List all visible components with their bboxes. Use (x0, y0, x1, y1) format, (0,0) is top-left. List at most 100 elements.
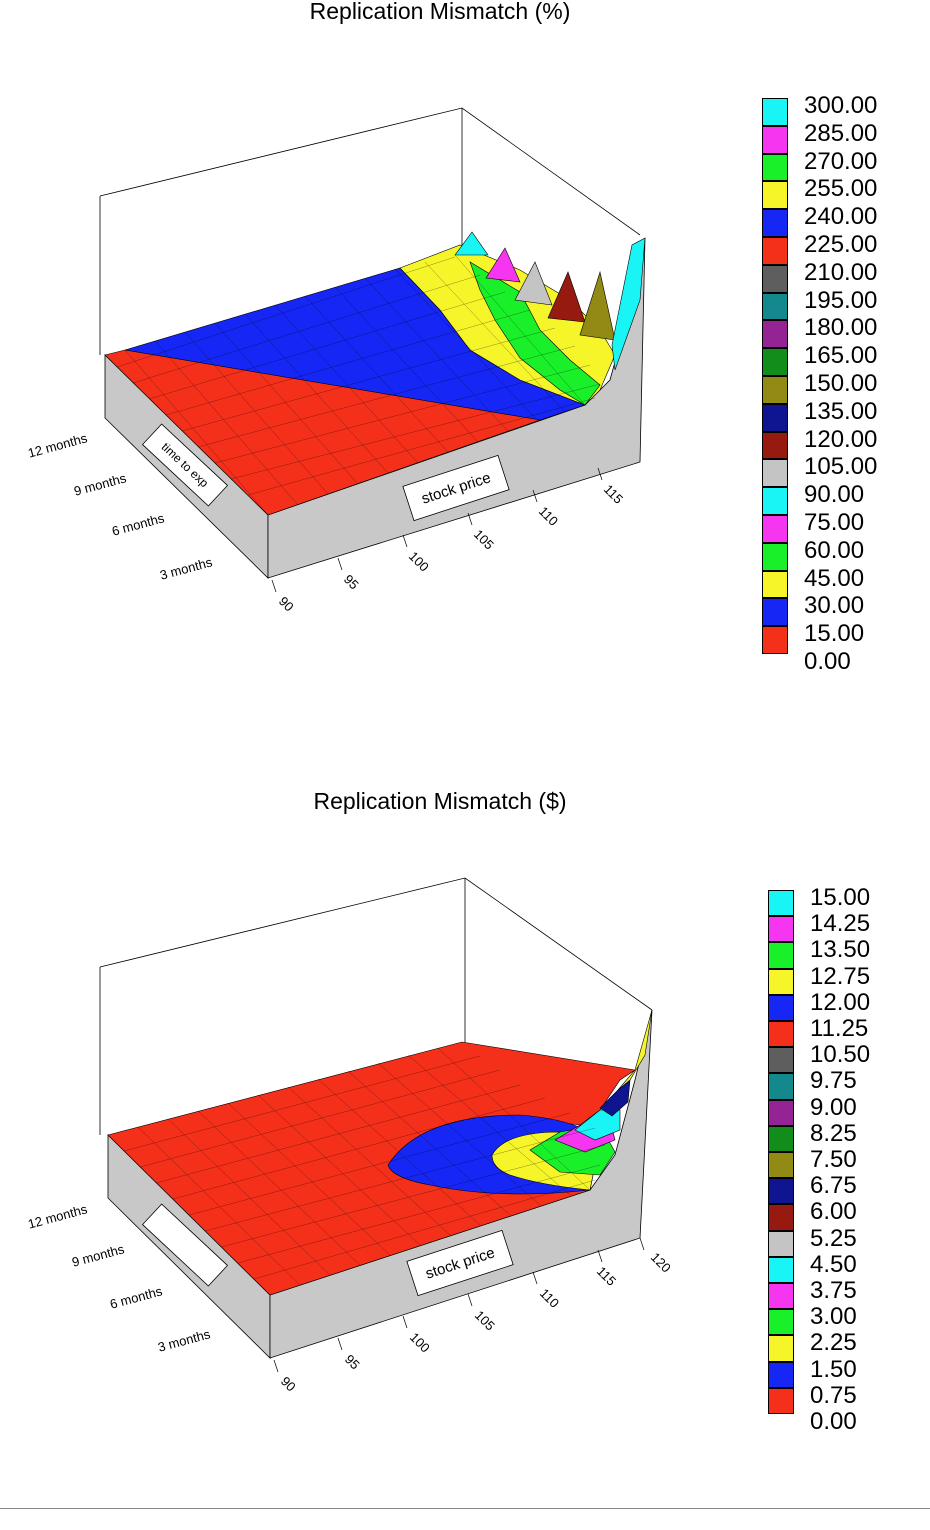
legend-swatch (762, 181, 788, 210)
legend-level-label: 12.75 (810, 962, 871, 990)
legend-swatch (768, 1125, 794, 1152)
back-wall-top-edge (99, 877, 653, 1011)
legend-level-label: 3.75 (810, 1277, 857, 1304)
legend-swatch (768, 1178, 794, 1205)
y-tick-label: 9 months (70, 1241, 126, 1269)
legend-swatch (762, 209, 788, 237)
legend-level-label: 240.00 (804, 203, 878, 231)
legend-swatch (768, 890, 794, 917)
legend-swatch (768, 1021, 794, 1048)
surface-plot-area: time to exp stock price 90 95 100 105 11… (26, 107, 646, 615)
legend-level-label: 30.00 (804, 592, 865, 620)
legend-level-label: 11.25 (810, 1015, 869, 1042)
legend-level-label: 4.50 (810, 1250, 857, 1278)
legend-swatch (762, 431, 788, 460)
legend-swatch (762, 125, 788, 154)
chart-replication-mismatch-dollar: Replication Mismatch ($) (0, 780, 930, 1500)
legend-level-label: 7.50 (810, 1146, 857, 1173)
y-tick-label: 12 months (26, 430, 89, 460)
legend-level-label: 105.00 (804, 453, 878, 481)
y-tick-label: 9 months (72, 470, 128, 498)
legend-swatch (762, 626, 788, 654)
x-tick-label: 105 (472, 1308, 498, 1334)
back-wall-top-edge (99, 107, 641, 236)
x-tick-label: 100 (406, 549, 432, 575)
legend-swatch (762, 264, 788, 293)
legend-swatch (768, 1335, 794, 1362)
x-axis-ticks (273, 1237, 645, 1373)
legend-level-label: 270.00 (804, 147, 878, 175)
legend-swatch (768, 916, 794, 943)
legend-swatch (762, 348, 788, 376)
x-tick-label: 90 (278, 1374, 299, 1395)
x-axis-ticks (271, 467, 603, 593)
legend-level-label: 9.75 (810, 1067, 857, 1095)
legend-level-label: 9.00 (810, 1093, 857, 1121)
legend-level-label: 0.00 (810, 1408, 857, 1435)
x-tick-label: 95 (341, 572, 362, 593)
legend-swatch (762, 237, 788, 265)
legend-swatch (768, 1361, 794, 1388)
legend-level-label: 8.25 (810, 1119, 857, 1147)
y-axis-label-box (141, 1203, 229, 1287)
x-tick-label: 120 (648, 1250, 674, 1276)
legend-level-label: 135.00 (804, 397, 878, 425)
surface-peak-5 (579, 270, 616, 341)
x-tick-label: 95 (342, 1352, 363, 1373)
x-tick-label: 115 (601, 482, 626, 507)
legend-level-label: 225.00 (804, 231, 878, 258)
y-tick-label: 6 months (108, 1283, 164, 1311)
legend-level-label: 0.00 (804, 648, 851, 675)
legend-level-label: 210.00 (804, 258, 878, 286)
chart-title: Replication Mismatch (%) (309, 0, 571, 24)
legend-level-label: 2.25 (810, 1329, 857, 1357)
legend-level-label: 13.50 (810, 936, 871, 964)
legend-swatch (762, 542, 788, 571)
legend-level-label: 120.00 (804, 425, 878, 453)
legend-swatch (768, 942, 794, 969)
legend-swatch (762, 459, 788, 488)
legend-level-label: 90.00 (804, 481, 865, 509)
legend-level-label: 150.00 (804, 370, 878, 397)
legend-swatch (762, 292, 788, 321)
legend-level-label: 180.00 (804, 314, 878, 342)
legend-swatch (762, 570, 788, 599)
legend-swatch (768, 1204, 794, 1231)
x-tick-label: 100 (407, 1330, 433, 1356)
legend-swatch (768, 994, 794, 1021)
y-tick-label: 3 months (158, 554, 214, 582)
chart-replication-mismatch-percent: Replication Mismatch (%) (0, 0, 930, 760)
x-tick-label: 110 (536, 504, 561, 529)
legend-level-label: 12.00 (810, 988, 871, 1016)
legend-swatch (768, 968, 794, 995)
surface-peak-2 (485, 247, 521, 283)
legend-level-label: 300.00 (804, 92, 878, 119)
x-tick-label: 90 (276, 594, 297, 615)
x-tick-label: 105 (471, 527, 497, 553)
surface-region-peak (617, 1009, 653, 1091)
legend-level-label: 195.00 (804, 286, 878, 314)
y-tick-label: 3 months (156, 1326, 212, 1354)
legend-swatch (762, 487, 788, 515)
surface-peak-3 (514, 261, 553, 306)
legend-level-label: 75.00 (804, 509, 865, 536)
legend-level-label: 15.00 (804, 620, 865, 648)
surface-peak-1 (454, 231, 489, 256)
surface-region-high (599, 1079, 631, 1117)
legend-swatch (768, 1387, 794, 1414)
x-tick-label: 115 (594, 1264, 619, 1289)
legend-level-label: 255.00 (804, 175, 878, 203)
legend-level-label: 10.50 (810, 1041, 871, 1069)
y-tick-label: 6 months (110, 510, 166, 538)
legend-swatch (768, 1309, 794, 1336)
legend-swatch (768, 1073, 794, 1100)
legend-level-label: 15.00 (810, 884, 871, 911)
legend-level-label: 3.00 (810, 1303, 857, 1331)
legend-swatch (768, 1283, 794, 1310)
legend-level-label: 6.00 (810, 1198, 857, 1226)
legend-swatch (762, 403, 788, 432)
surface-peak-4 (547, 271, 586, 323)
legend-level-label: 165.00 (804, 342, 878, 370)
legend-level-label: 1.50 (810, 1355, 857, 1383)
legend-level-label: 6.75 (810, 1172, 857, 1200)
